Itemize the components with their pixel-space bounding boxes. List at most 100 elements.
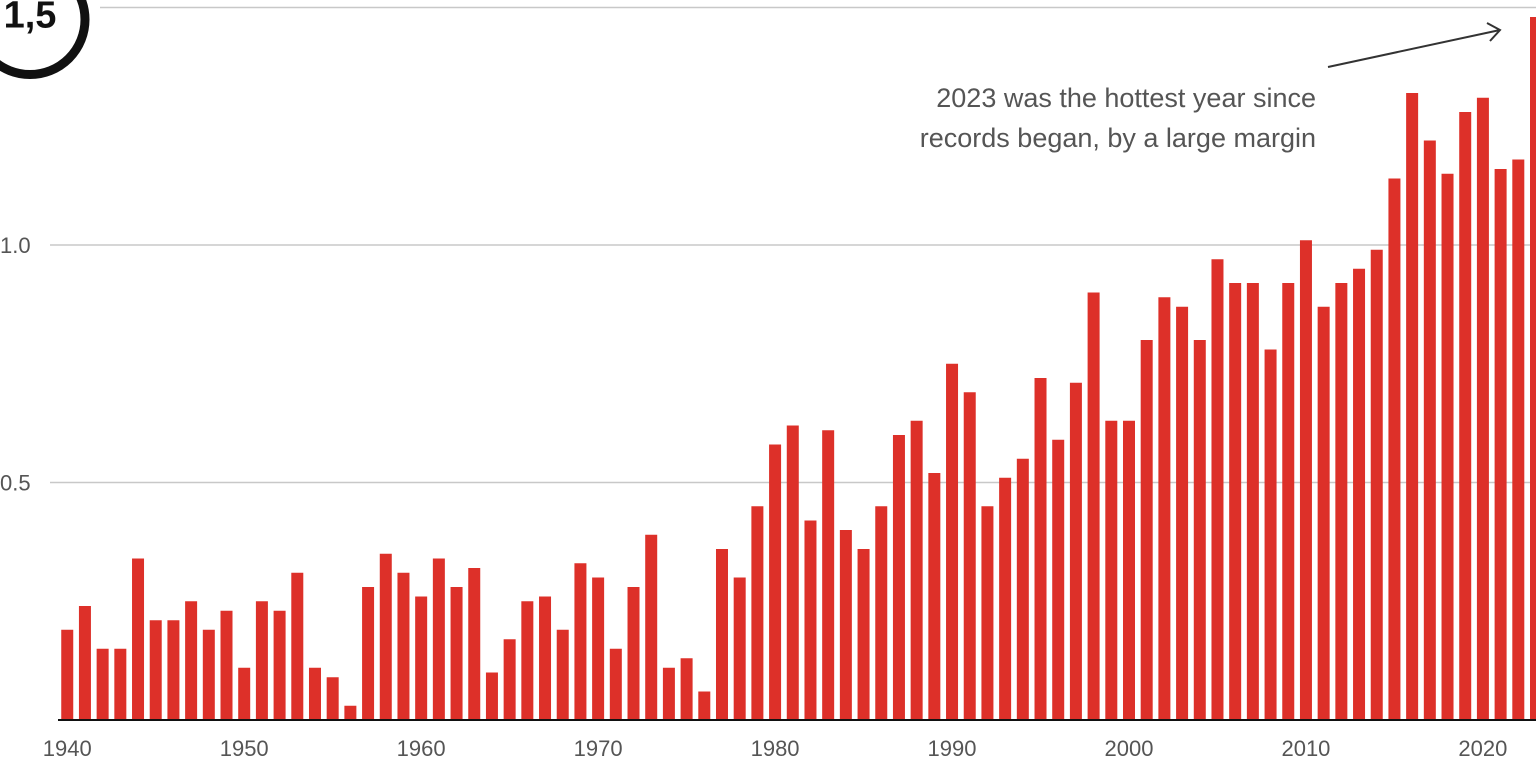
x-tick-label: 2020 xyxy=(1458,736,1507,761)
bar xyxy=(910,420,923,720)
bar xyxy=(1494,169,1507,720)
bar xyxy=(1034,378,1047,720)
bar xyxy=(1158,297,1171,720)
bar xyxy=(1441,173,1454,720)
bar xyxy=(539,596,552,720)
bar xyxy=(149,620,162,720)
bar xyxy=(1246,283,1259,720)
bar xyxy=(574,563,587,720)
bar xyxy=(362,587,375,720)
bar xyxy=(556,629,569,720)
bar xyxy=(1459,112,1472,720)
bar xyxy=(308,667,321,720)
bar xyxy=(1353,268,1366,720)
bar xyxy=(61,629,74,720)
x-tick-label: 1960 xyxy=(397,736,446,761)
bar xyxy=(963,392,976,720)
bar xyxy=(326,677,339,720)
bar xyxy=(220,610,233,720)
bar xyxy=(1176,306,1189,720)
bar xyxy=(592,577,605,720)
y-tick-label: 0.5 xyxy=(0,470,31,495)
x-tick-label: 1990 xyxy=(928,736,977,761)
bar xyxy=(751,506,764,720)
bar xyxy=(609,648,622,720)
bar xyxy=(397,572,410,720)
bar xyxy=(344,705,357,720)
bar xyxy=(786,425,799,720)
bar xyxy=(946,363,959,720)
bar xyxy=(167,620,180,720)
bar xyxy=(96,648,109,720)
x-tick-label: 1940 xyxy=(43,736,92,761)
bar xyxy=(662,667,675,720)
bar xyxy=(928,473,941,720)
bar xyxy=(1370,249,1383,720)
bar xyxy=(202,629,215,720)
bar xyxy=(1105,420,1118,720)
bar xyxy=(1335,283,1348,720)
bar xyxy=(521,601,534,720)
bar xyxy=(875,506,888,720)
bar xyxy=(1016,458,1029,720)
bar xyxy=(238,667,251,720)
y-tick-label: 1.0 xyxy=(0,233,31,258)
annotation-arrow xyxy=(1327,29,1501,68)
bar xyxy=(503,639,516,720)
bar xyxy=(857,549,870,720)
bar xyxy=(78,606,91,720)
bar xyxy=(1317,306,1330,720)
bar xyxy=(1388,178,1401,720)
y-tick-label: 1,5 xyxy=(4,0,57,37)
bar xyxy=(1140,340,1153,720)
bar xyxy=(273,610,286,720)
bar xyxy=(185,601,198,720)
bar xyxy=(1512,159,1525,720)
bar xyxy=(1423,140,1436,720)
bar xyxy=(291,572,304,720)
bar xyxy=(733,577,746,720)
bar xyxy=(1087,292,1100,720)
bar xyxy=(132,558,145,720)
annotation: 2023 was the hottest year since xyxy=(936,83,1316,113)
bar xyxy=(485,672,498,720)
bar xyxy=(114,648,127,720)
bar xyxy=(468,568,481,720)
bar xyxy=(804,520,817,720)
bar xyxy=(822,430,835,720)
bar xyxy=(1229,283,1242,720)
bar xyxy=(379,553,392,720)
bar xyxy=(1406,93,1419,720)
bar xyxy=(1211,259,1224,720)
bar xyxy=(255,601,268,720)
x-tick-label: 2010 xyxy=(1281,736,1330,761)
bar xyxy=(1193,340,1206,720)
bar xyxy=(450,587,463,720)
x-tick-label: 1980 xyxy=(751,736,800,761)
annotation: records began, by a large margin xyxy=(920,123,1316,153)
bar xyxy=(1299,240,1312,720)
bar xyxy=(999,477,1012,720)
bar xyxy=(680,658,693,720)
bar xyxy=(1069,382,1082,720)
bar xyxy=(892,435,905,720)
x-tick-label: 2000 xyxy=(1105,736,1154,761)
bar xyxy=(1264,349,1277,720)
bar xyxy=(769,444,782,720)
bar xyxy=(1122,420,1135,720)
bar xyxy=(1282,283,1295,720)
tick-badge xyxy=(0,0,90,79)
bar xyxy=(981,506,994,720)
bar xyxy=(1530,17,1536,720)
bar xyxy=(715,549,728,720)
bar xyxy=(1052,439,1065,720)
bar xyxy=(645,534,658,720)
bar xyxy=(627,587,640,720)
bar xyxy=(415,596,428,720)
x-tick-label: 1970 xyxy=(574,736,623,761)
bar xyxy=(839,530,852,720)
arrow-head xyxy=(1486,22,1502,42)
bar xyxy=(698,691,711,720)
